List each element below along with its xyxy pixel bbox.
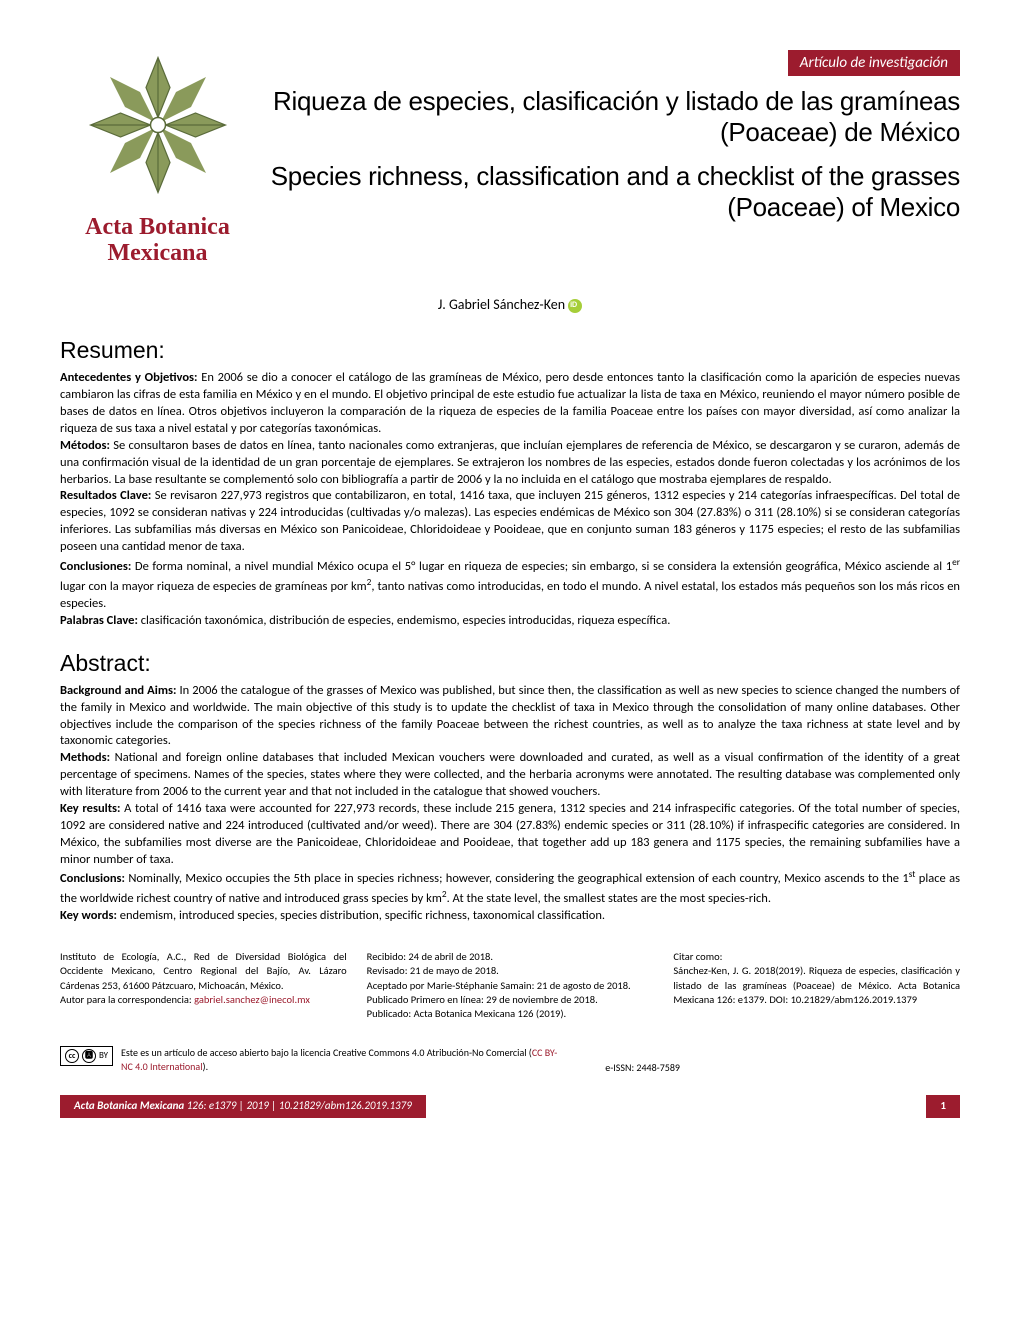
dates-block: Recibido: 24 de abril de 2018. Revisado:… — [367, 950, 654, 1021]
cc-by-icon: cc 🅰 BY — [60, 1046, 113, 1066]
article-title-spanish: Riqueza de especies, clasificación y lis… — [270, 86, 960, 148]
resumen-body: Antecedentes y Objetivos: En 2006 se dio… — [60, 370, 960, 629]
article-type-badge: Artículo de investigación — [788, 50, 960, 76]
abstract-heading: Abstract: — [60, 648, 960, 679]
affiliation-block: Instituto de Ecología, A.C., Red de Dive… — [60, 950, 347, 1021]
journal-name: Acta Botanica Mexicana — [60, 214, 255, 267]
orcid-icon[interactable] — [568, 299, 582, 313]
license-block: cc 🅰 BY Este es un artículo de acceso ab… — [60, 1046, 560, 1073]
author-line: J. Gabriel Sánchez-Ken — [60, 296, 960, 315]
flower-logo-icon — [83, 50, 233, 200]
abstract-body: Background and Aims: In 2006 the catalog… — [60, 683, 960, 926]
page-number: 1 — [926, 1095, 960, 1118]
correspondence-email[interactable]: gabriel.sanchez@inecol.mx — [194, 993, 310, 1006]
footer-bar: Acta Botanica Mexicana 126: e1379 | 2019… — [60, 1095, 960, 1118]
resumen-heading: Resumen: — [60, 335, 960, 366]
article-title-english: Species richness, classification and a c… — [270, 161, 960, 223]
journal-logo-block: Acta Botanica Mexicana — [60, 50, 255, 266]
citation-block: Citar como: Sánchez-Ken, J. G. 2018(2019… — [673, 950, 960, 1021]
